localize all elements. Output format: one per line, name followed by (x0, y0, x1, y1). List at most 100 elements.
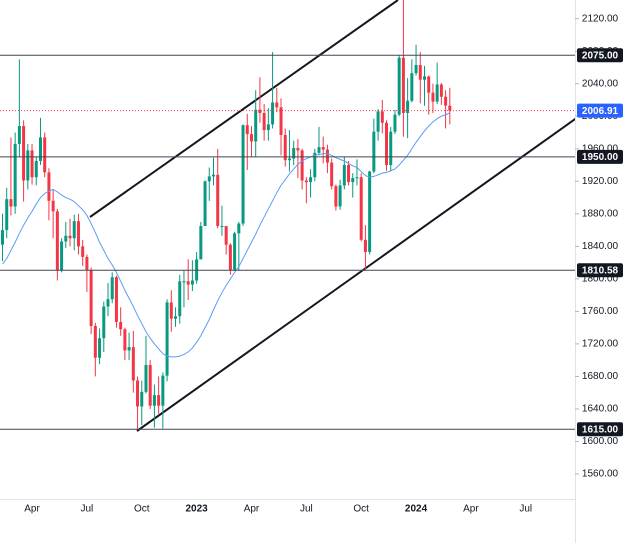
y-tick-label: 1560.00 (582, 469, 619, 480)
level-label-box (577, 422, 623, 437)
candle-body (178, 281, 182, 317)
candle-body (279, 107, 283, 135)
candle-body (283, 134, 287, 161)
y-tick-label: 1720.00 (582, 339, 619, 350)
candle-body (330, 162, 334, 187)
candle-body (275, 102, 279, 108)
plot-area (0, 0, 575, 432)
candle-body (174, 316, 178, 319)
candle-body (435, 84, 439, 102)
moving-average (2, 112, 450, 358)
candle-body (119, 321, 123, 330)
y-tick-label: 1920.00 (582, 176, 619, 187)
candle-body (182, 281, 186, 283)
y-tick-label: 1600.00 (582, 436, 619, 447)
y-tick-label: 1760.00 (582, 306, 619, 317)
candle-body (152, 395, 156, 406)
candle-body (317, 147, 321, 153)
candle-body (68, 235, 72, 239)
candle-body (401, 57, 405, 114)
candle-body (406, 100, 410, 114)
y-tick-label: 1800.00 (582, 274, 619, 285)
y-tick-label: 1680.00 (582, 371, 619, 382)
candle-body (5, 199, 9, 231)
candle-body (1, 230, 4, 245)
candle-body (127, 347, 131, 351)
candle-body (17, 126, 21, 144)
candle-body (271, 102, 275, 125)
candle-body (123, 329, 127, 351)
candle-body (313, 152, 317, 178)
candle-body (106, 299, 110, 307)
candle-body (72, 221, 76, 239)
candle-body (237, 223, 241, 234)
level-label-box (577, 263, 623, 278)
x-tick-label: Apr (244, 504, 260, 515)
candle-body (38, 137, 42, 161)
candle-body (114, 277, 118, 322)
candle-body (161, 375, 165, 406)
y-tick-label: 1880.00 (582, 208, 619, 219)
candle-body (140, 391, 144, 407)
candle-body (207, 176, 211, 182)
candle-body (334, 186, 338, 207)
x-tick-label: Oct (353, 504, 369, 515)
candle-body (102, 306, 106, 339)
last-price-label: 2006.91 (582, 106, 619, 117)
candle-body (321, 147, 325, 150)
candle-body (393, 114, 397, 132)
trend-line (136, 117, 575, 432)
candle-body (148, 365, 152, 406)
candle-body (165, 302, 169, 376)
y-tick-label: 2040.00 (582, 78, 619, 89)
level-label-box (577, 149, 623, 164)
y-tick-label: 1840.00 (582, 241, 619, 252)
candle-body (233, 233, 237, 270)
candle-body (385, 122, 389, 166)
candle-body (423, 76, 426, 80)
level-label: 2075.00 (582, 50, 619, 61)
trend-line (89, 0, 399, 218)
candle-body (431, 92, 435, 102)
candle-body (64, 235, 68, 242)
candle-body (376, 111, 380, 132)
candle-body (144, 365, 148, 392)
candle-body (131, 347, 135, 381)
x-tick-label: Apr (24, 504, 40, 515)
candle-body (136, 380, 140, 407)
candle-body (325, 149, 329, 163)
candle-body (359, 177, 363, 240)
y-tick-label: 1640.00 (582, 404, 619, 415)
x-tick-label: Jul (81, 504, 94, 515)
candle-body (89, 269, 93, 327)
candle-body (372, 131, 376, 172)
candle-body (355, 177, 359, 179)
candle-body (309, 177, 313, 183)
candle-body (110, 277, 114, 300)
level-labels: 2075.00 1950.00 1810.58 1615.00 2006.91 (577, 48, 623, 437)
candle-body (22, 126, 26, 181)
candle-body (34, 160, 38, 178)
candle-body (254, 109, 258, 142)
candle-body (287, 158, 291, 161)
candle-body (212, 174, 215, 177)
candle-body (342, 165, 346, 186)
candle-body (296, 147, 300, 151)
candle-body (300, 150, 304, 181)
candle-body (81, 246, 85, 257)
candle-body (245, 125, 249, 135)
level-label: 1950.00 (582, 152, 619, 163)
x-tick-label: 2024 (405, 504, 428, 515)
x-tick-label: Jul (519, 504, 532, 515)
candle-body (9, 199, 13, 207)
candle-body (30, 150, 34, 178)
candle-body (157, 395, 161, 406)
candle-body (55, 211, 59, 270)
candle-body (338, 185, 342, 207)
last-price-box (577, 103, 623, 118)
candle-body (397, 57, 401, 115)
x-tick-label: Apr (463, 504, 479, 515)
candle-body (380, 111, 384, 123)
